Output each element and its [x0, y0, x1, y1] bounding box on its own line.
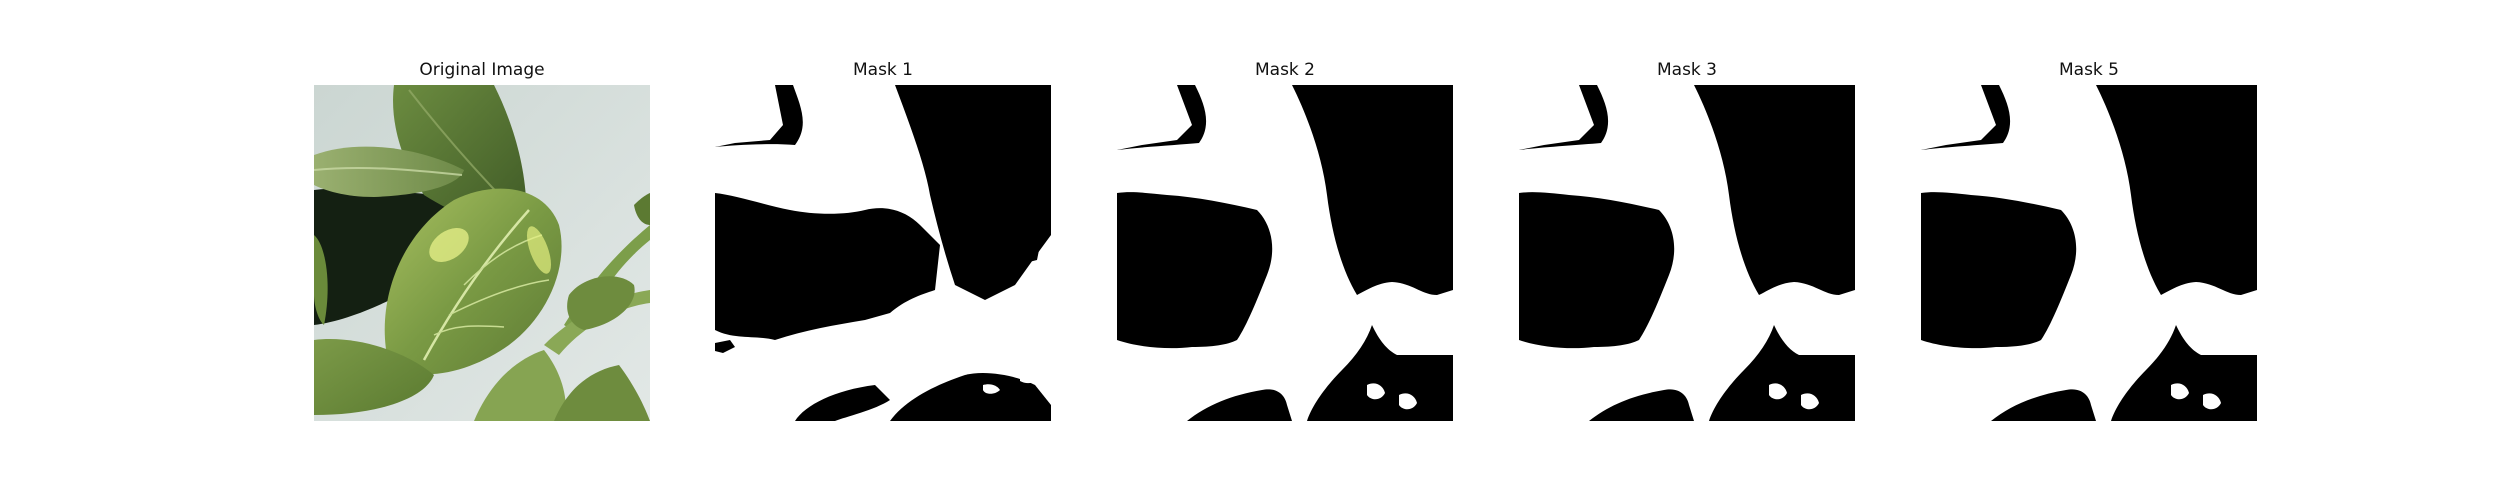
- mask-2-panel: Mask 2: [1117, 55, 1453, 421]
- mask-3-panel: Mask 3: [1519, 55, 1855, 421]
- mask-5-title: Mask 5: [2058, 60, 2119, 80]
- mask-1-title: Mask 1: [852, 60, 913, 80]
- mask-5-panel: Mask 5: [1921, 55, 2257, 421]
- mask-3-image: [1519, 85, 1855, 421]
- mask-2-title: Mask 2: [1254, 60, 1315, 80]
- original-image-panel: Original Image: [314, 55, 650, 421]
- mask-2-image: [1117, 85, 1453, 421]
- mask-3-title: Mask 3: [1656, 60, 1717, 80]
- original-image-title: Original Image: [419, 60, 545, 80]
- original-image: [314, 85, 650, 421]
- mask-5-image: [1921, 85, 2257, 421]
- mask-1-image: [715, 85, 1051, 421]
- mask-1-panel: Mask 1: [715, 55, 1051, 421]
